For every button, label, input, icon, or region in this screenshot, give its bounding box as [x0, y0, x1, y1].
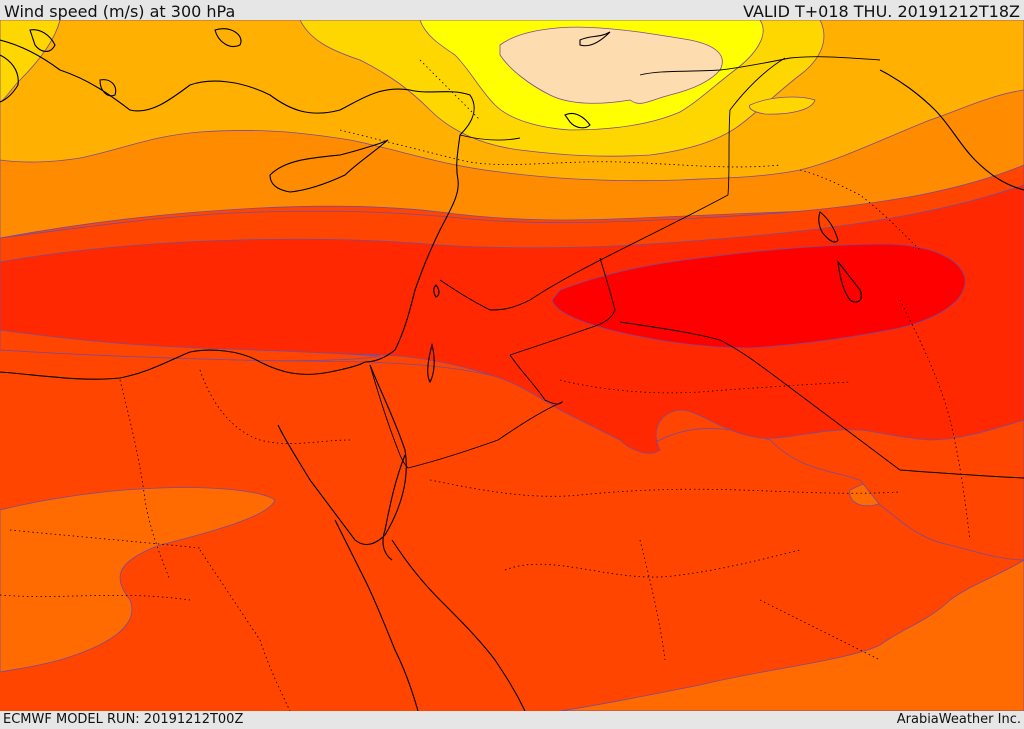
coastlines [0, 28, 1024, 711]
band-c7-med [0, 329, 381, 362]
model-run-label: ECMWF MODEL RUN: 20191212T00Z [3, 712, 244, 727]
header-bar: Wind speed (m/s) at 300 hPa VALID T+018 … [0, 0, 1024, 20]
band-c3-east [749, 96, 816, 115]
band-se-orange [559, 559, 1024, 711]
band-c9 [551, 243, 966, 349]
map-title: Wind speed (m/s) at 300 hPa [4, 2, 236, 21]
wind-speed-map[interactable] [0, 20, 1024, 711]
admin-boundaries [0, 59, 971, 711]
borders [369, 56, 1024, 479]
valid-time: VALID T+018 THU. 20191212T18Z [743, 2, 1020, 21]
band-sw-orange [0, 487, 276, 673]
footer-bar: ECMWF MODEL RUN: 20191212T00Z ArabiaWeat… [0, 711, 1024, 729]
band-c1 [499, 26, 723, 104]
band-c3-west [0, 20, 61, 103]
brand-label: ArabiaWeather Inc. [896, 712, 1021, 727]
